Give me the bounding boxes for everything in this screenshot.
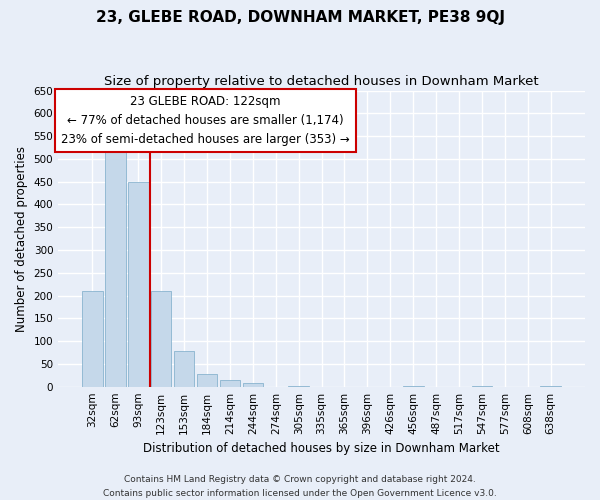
- Title: Size of property relative to detached houses in Downham Market: Size of property relative to detached ho…: [104, 75, 539, 88]
- Bar: [105, 143, 125, 386]
- Bar: [242, 383, 263, 386]
- Bar: [151, 291, 172, 386]
- Bar: [220, 380, 240, 386]
- Bar: [197, 374, 217, 386]
- Text: Contains HM Land Registry data © Crown copyright and database right 2024.
Contai: Contains HM Land Registry data © Crown c…: [103, 476, 497, 498]
- Bar: [128, 182, 149, 386]
- Y-axis label: Number of detached properties: Number of detached properties: [15, 146, 28, 332]
- X-axis label: Distribution of detached houses by size in Downham Market: Distribution of detached houses by size …: [143, 442, 500, 455]
- Text: 23 GLEBE ROAD: 122sqm
← 77% of detached houses are smaller (1,174)
23% of semi-d: 23 GLEBE ROAD: 122sqm ← 77% of detached …: [61, 95, 350, 146]
- Bar: [82, 291, 103, 386]
- Text: 23, GLEBE ROAD, DOWNHAM MARKET, PE38 9QJ: 23, GLEBE ROAD, DOWNHAM MARKET, PE38 9QJ: [95, 10, 505, 25]
- Bar: [174, 351, 194, 386]
